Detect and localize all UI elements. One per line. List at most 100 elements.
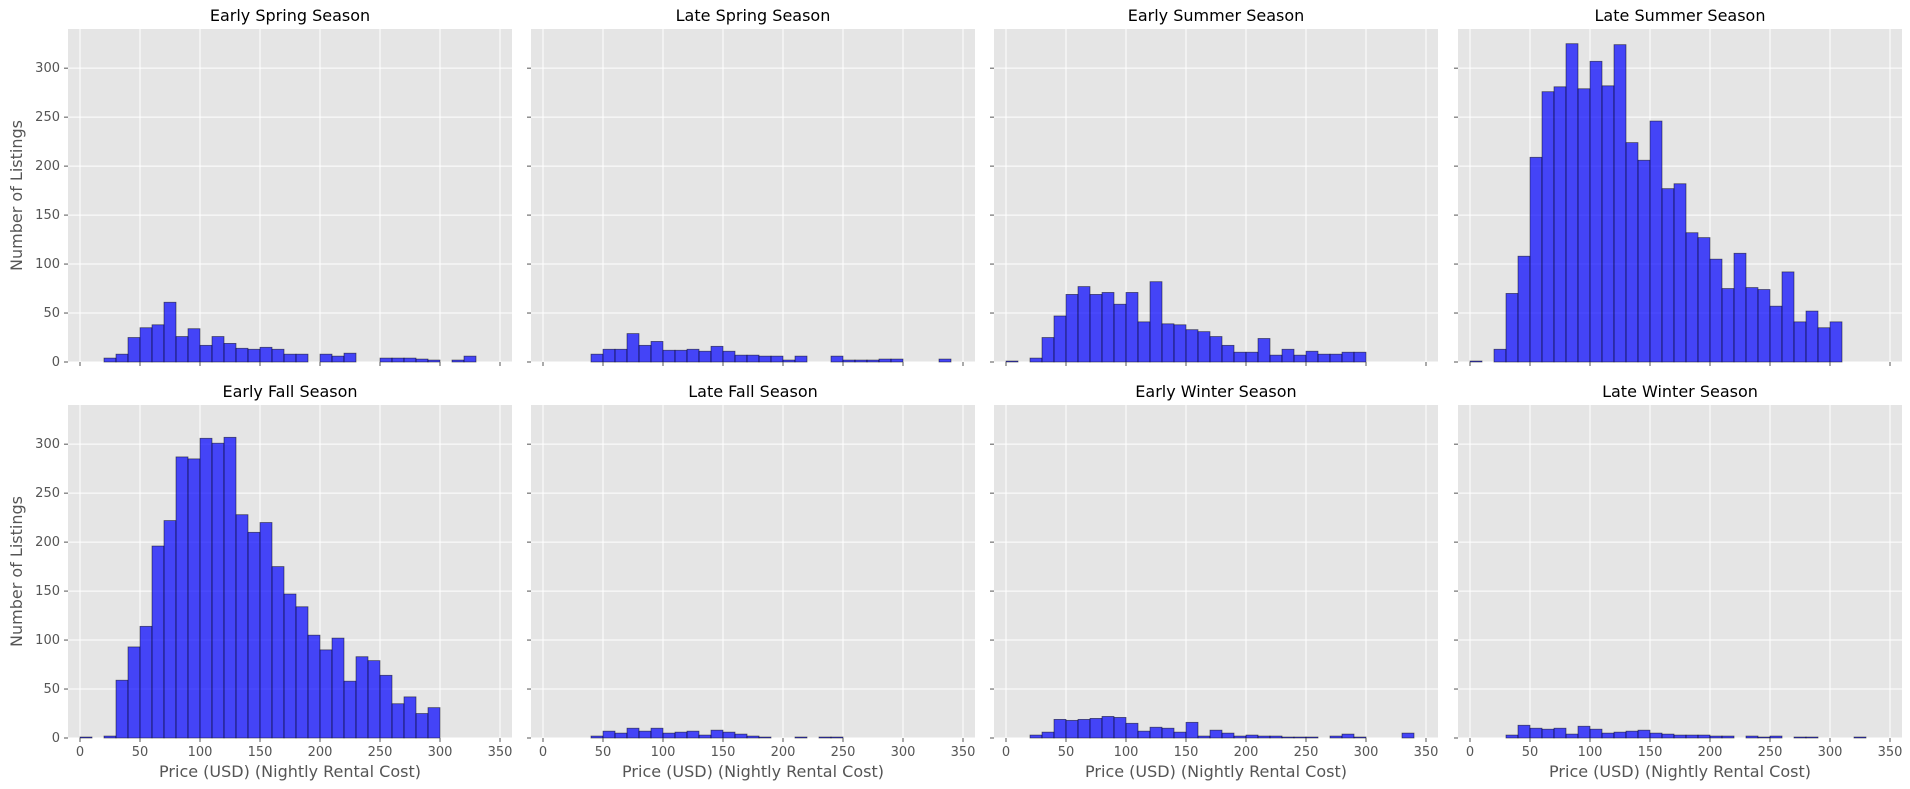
x-tick-label: 300 <box>1818 745 1843 760</box>
histogram-bar <box>866 359 880 363</box>
histogram-bar <box>1089 718 1103 739</box>
histogram-bar <box>295 353 309 363</box>
histogram-bar <box>1101 716 1115 739</box>
panel-title: Early Winter Season <box>1135 382 1296 401</box>
x-axis-label: Price (USD) (Nightly Rental Cost) <box>159 762 421 781</box>
histogram-bar <box>746 354 760 363</box>
histogram-bar <box>698 350 712 363</box>
histogram-bar <box>1053 718 1067 739</box>
histogram-bar <box>79 736 93 739</box>
x-tick-label: 100 <box>188 745 213 760</box>
plot-background <box>994 29 1438 362</box>
histogram-bar <box>1781 271 1795 363</box>
histogram-bar <box>1517 724 1531 739</box>
histogram-bar <box>1005 360 1019 363</box>
histogram-bar <box>319 649 333 739</box>
histogram-bar <box>1329 735 1343 739</box>
x-tick-label: 50 <box>595 745 612 760</box>
histogram-bar <box>343 680 357 739</box>
histogram-bar <box>794 355 808 363</box>
y-tick-label: 250 <box>35 486 60 501</box>
y-tick-label: 250 <box>35 110 60 125</box>
histogram-bar <box>1529 156 1543 363</box>
x-tick-label: 250 <box>831 745 856 760</box>
histogram-bar <box>427 359 441 363</box>
histogram-bar <box>1745 735 1759 739</box>
histogram-bar <box>1601 85 1615 363</box>
histogram-bar <box>1493 348 1507 363</box>
histogram-bar <box>1305 350 1319 363</box>
histogram-bar <box>686 348 700 363</box>
histogram-bar <box>1649 120 1663 363</box>
x-tick-label: 0 <box>539 745 547 760</box>
histogram-bar <box>1805 736 1819 739</box>
y-tick-label: 200 <box>35 535 60 550</box>
plot-background <box>1458 405 1902 738</box>
histogram-bar <box>1541 91 1555 363</box>
x-tick-label: 0 <box>1002 745 1010 760</box>
x-axis-label: Price (USD) (Nightly Rental Cost) <box>1549 762 1811 781</box>
histogram-bar <box>247 531 261 739</box>
x-tick-label: 50 <box>1058 745 1075 760</box>
histogram-bar <box>367 660 381 739</box>
histogram-bar <box>151 545 165 739</box>
x-tick-label: 0 <box>76 745 84 760</box>
x-tick-label: 150 <box>248 745 273 760</box>
histogram-bar <box>1673 183 1687 363</box>
histogram-bar <box>638 730 652 739</box>
panel-title: Early Summer Season <box>1128 6 1305 25</box>
histogram-bar <box>1221 344 1235 363</box>
histogram-bar <box>187 458 201 739</box>
panel-title: Late Spring Season <box>676 6 831 25</box>
histogram-bar <box>1197 331 1211 363</box>
histogram-bar <box>151 324 165 363</box>
histogram-bar <box>1113 717 1127 739</box>
y-tick-label: 300 <box>35 437 60 452</box>
histogram-bar <box>127 646 141 739</box>
histogram-bar <box>830 355 844 363</box>
y-tick-label: 300 <box>35 61 60 76</box>
histogram-bar <box>1769 305 1783 363</box>
x-tick-label: 150 <box>1174 745 1199 760</box>
x-tick-label: 350 <box>1414 745 1439 760</box>
y-tick-label: 50 <box>43 682 60 697</box>
y-tick-label: 200 <box>35 159 60 174</box>
histogram-bar <box>1757 289 1771 363</box>
histogram-bar <box>1805 310 1819 363</box>
panel-early-spring-season: Early Spring Season 0 50 100 150 200 250 300 Num… <box>7 6 512 370</box>
plot-background <box>68 29 512 362</box>
panel-title: Late Fall Season <box>688 382 818 401</box>
histogram-bar <box>103 735 117 739</box>
histogram-bar <box>1305 736 1319 739</box>
histogram-bar <box>710 345 724 363</box>
histogram-bar <box>1721 288 1735 363</box>
histogram-bar <box>650 727 664 739</box>
x-tick-label: 50 <box>132 745 149 760</box>
histogram-bar <box>1137 730 1151 739</box>
plot-background <box>531 29 975 362</box>
histogram-bar <box>746 735 760 739</box>
plot-background <box>531 405 975 738</box>
histogram-bar <box>1553 86 1567 363</box>
histogram-bar <box>1245 734 1259 739</box>
histogram-bar <box>1269 735 1283 739</box>
histogram-bar <box>1293 736 1307 739</box>
histogram-bar <box>842 359 856 363</box>
histogram-bar <box>1685 232 1699 363</box>
panel-early-summer-season: Early Summer Season <box>990 6 1438 366</box>
histogram-bar <box>259 522 273 739</box>
histogram-bar <box>1757 736 1771 739</box>
histogram-bar <box>1793 736 1807 739</box>
histogram-bar <box>115 353 129 363</box>
histogram-bar <box>271 566 285 739</box>
x-tick-label: 50 <box>1522 745 1539 760</box>
histogram-bar <box>1637 159 1651 363</box>
x-tick-label: 350 <box>488 745 513 760</box>
histogram-bar <box>890 358 904 363</box>
histogram-bar <box>1233 351 1247 363</box>
plot-background <box>994 405 1438 738</box>
histogram-bar <box>674 349 688 363</box>
histogram-bar <box>1829 321 1843 363</box>
histogram-bar <box>199 437 213 739</box>
y-tick-label: 100 <box>35 633 60 648</box>
